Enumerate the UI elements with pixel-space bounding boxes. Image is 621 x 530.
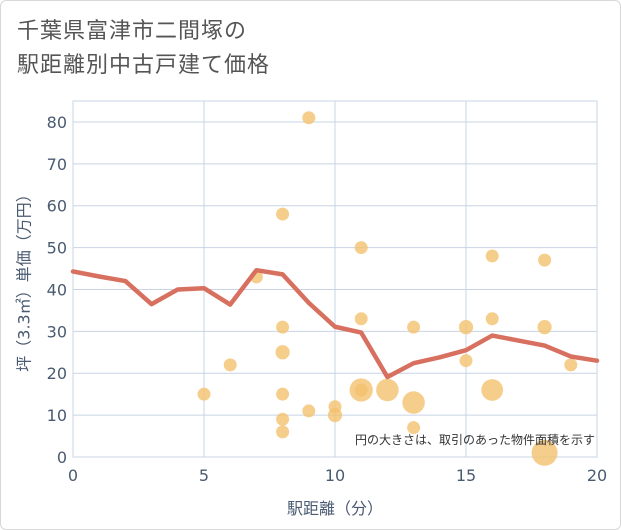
tick-labels: 0 5 10 15 20 0 10 20 30 40 50 60 70 80 xyxy=(47,113,608,485)
data-bubble xyxy=(531,439,558,466)
data-bubble xyxy=(302,404,316,418)
average-price-line xyxy=(70,267,600,380)
x-tick-label: 20 xyxy=(587,466,607,485)
chart-title: 千葉県富津市二間塚の 駅距離別中古戸建て価格 xyxy=(17,15,270,83)
data-bubble xyxy=(276,207,290,221)
data-bubble xyxy=(197,387,211,401)
size-note: 円の大きさは、取引のあった物件面積を示す xyxy=(355,432,595,447)
data-bubble xyxy=(354,383,368,397)
title-line-1: 千葉県富津市二間塚の xyxy=(17,19,248,44)
title-line-2: 駅距離別中古戸建て価格 xyxy=(17,53,271,78)
y-tick-label: 0 xyxy=(57,448,67,467)
y-tick-label: 50 xyxy=(47,239,67,258)
trend-line-layer xyxy=(70,267,600,380)
x-tick-label: 5 xyxy=(199,466,209,485)
x-tick-label: 10 xyxy=(325,466,345,485)
y-tick-label: 30 xyxy=(47,322,67,341)
y-tick-label: 60 xyxy=(47,197,67,216)
data-bubble xyxy=(459,354,473,368)
data-bubble xyxy=(276,320,290,334)
data-bubble xyxy=(407,421,421,435)
data-bubble xyxy=(458,320,474,335)
data-bubble xyxy=(275,345,290,360)
data-bubble xyxy=(537,320,552,335)
bubbles xyxy=(197,111,578,466)
data-bubble xyxy=(302,111,316,125)
x-axis-label: 駅距離（分） xyxy=(287,499,383,518)
data-bubble xyxy=(564,358,578,372)
data-bubble xyxy=(354,241,368,255)
y-tick-label: 10 xyxy=(47,406,67,425)
y-tick-label: 40 xyxy=(47,280,67,299)
data-bubble xyxy=(402,391,425,414)
data-bubble xyxy=(223,358,237,372)
data-bubble xyxy=(354,312,368,326)
x-tick-label: 0 xyxy=(68,466,78,485)
data-bubble xyxy=(485,249,499,263)
data-bubble xyxy=(327,407,343,423)
y-tick-label: 80 xyxy=(47,113,67,132)
data-bubble xyxy=(276,425,290,439)
y-tick-label: 20 xyxy=(47,364,67,383)
data-bubble xyxy=(485,312,499,326)
data-bubble xyxy=(538,253,552,267)
data-bubble xyxy=(376,378,399,402)
data-bubble xyxy=(481,379,504,401)
x-tick-label: 15 xyxy=(456,466,476,485)
data-bubble xyxy=(407,320,421,334)
y-axis-label: 坪（3.3㎡）単価（万円） xyxy=(15,186,34,371)
y-tick-label: 70 xyxy=(47,155,67,174)
data-bubble xyxy=(276,387,290,401)
data-bubble xyxy=(276,412,290,426)
